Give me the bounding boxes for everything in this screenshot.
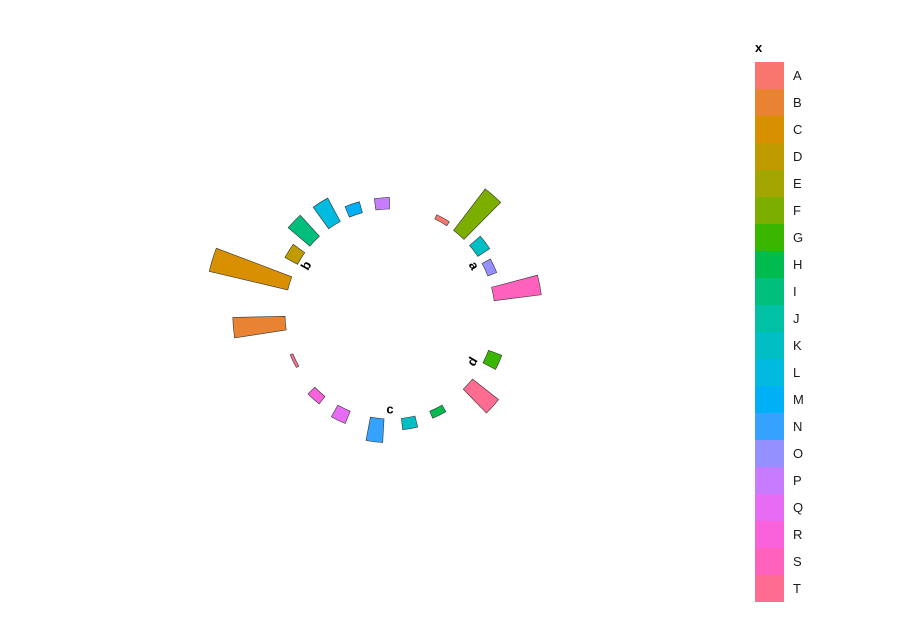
legend-key-C	[755, 116, 784, 143]
legend-key-B	[755, 89, 784, 116]
bar-c-R	[307, 386, 326, 405]
legend-label-O: O	[793, 446, 803, 461]
legend-key-K	[755, 332, 784, 359]
bars-layer	[208, 188, 542, 443]
legend-key-A	[755, 62, 784, 89]
bar-b-C	[208, 247, 293, 291]
bar-a-K	[469, 235, 491, 257]
legend-key-L	[755, 359, 784, 386]
bar-d-G	[482, 349, 503, 370]
legend-label-I: I	[793, 284, 797, 299]
legend-label-N: N	[793, 419, 802, 434]
legend-label-M: M	[793, 392, 804, 407]
bar-b-D	[284, 243, 306, 265]
legend-label-K: K	[793, 338, 802, 353]
legend-label-H: H	[793, 257, 802, 272]
bar-a-O	[481, 258, 498, 277]
legend-label-G: G	[793, 230, 803, 245]
legend-label-P: P	[793, 473, 802, 488]
bar-c-Q	[330, 404, 351, 424]
legend-key-F	[755, 197, 784, 224]
bar-c-K	[401, 415, 419, 431]
bar-b-T	[289, 353, 300, 368]
group-label-a: a	[466, 259, 483, 273]
group-labels-layer: a b c d	[297, 258, 482, 416]
bar-a-F	[453, 188, 502, 240]
legend-key-Q	[755, 494, 784, 521]
bar-b-M	[344, 201, 363, 218]
legend-key-H	[755, 251, 784, 278]
bar-d-T	[462, 378, 499, 414]
legend-key-O	[755, 440, 784, 467]
legend-label-B: B	[793, 95, 802, 110]
legend-key-S	[755, 548, 784, 575]
legend-label-S: S	[793, 554, 802, 569]
legend-label-R: R	[793, 527, 802, 542]
bar-c-H	[429, 404, 447, 419]
legend-label-F: F	[793, 203, 801, 218]
legend-key-M	[755, 386, 784, 413]
legend-key-J	[755, 305, 784, 332]
legend-key-G	[755, 224, 784, 251]
bar-b-L	[312, 197, 341, 230]
legend-key-E	[755, 170, 784, 197]
legend-key-N	[755, 413, 784, 440]
bar-c-N	[365, 416, 385, 443]
legend-key-D	[755, 143, 784, 170]
legend-title: x	[755, 40, 763, 55]
legend-label-E: E	[793, 176, 802, 191]
bar-a-S	[491, 274, 542, 302]
group-label-d: d	[464, 354, 481, 368]
bar-b-B	[232, 315, 287, 339]
legend-label-T: T	[793, 581, 801, 596]
legend-key-R	[755, 521, 784, 548]
group-label-b: b	[297, 258, 314, 272]
legend-label-L: L	[793, 365, 800, 380]
legend-key-P	[755, 467, 784, 494]
legend-label-A: A	[793, 68, 802, 83]
legend-label-J: J	[793, 311, 800, 326]
legend-key-T	[755, 575, 784, 602]
legend-label-Q: Q	[793, 500, 803, 515]
legend-label-C: C	[793, 122, 802, 137]
bar-b-P	[373, 197, 390, 211]
group-label-c: c	[386, 401, 393, 416]
legend-label-D: D	[793, 149, 802, 164]
bar-b-I	[287, 214, 320, 247]
bar-a-A	[434, 214, 450, 227]
legend-key-I	[755, 278, 784, 305]
